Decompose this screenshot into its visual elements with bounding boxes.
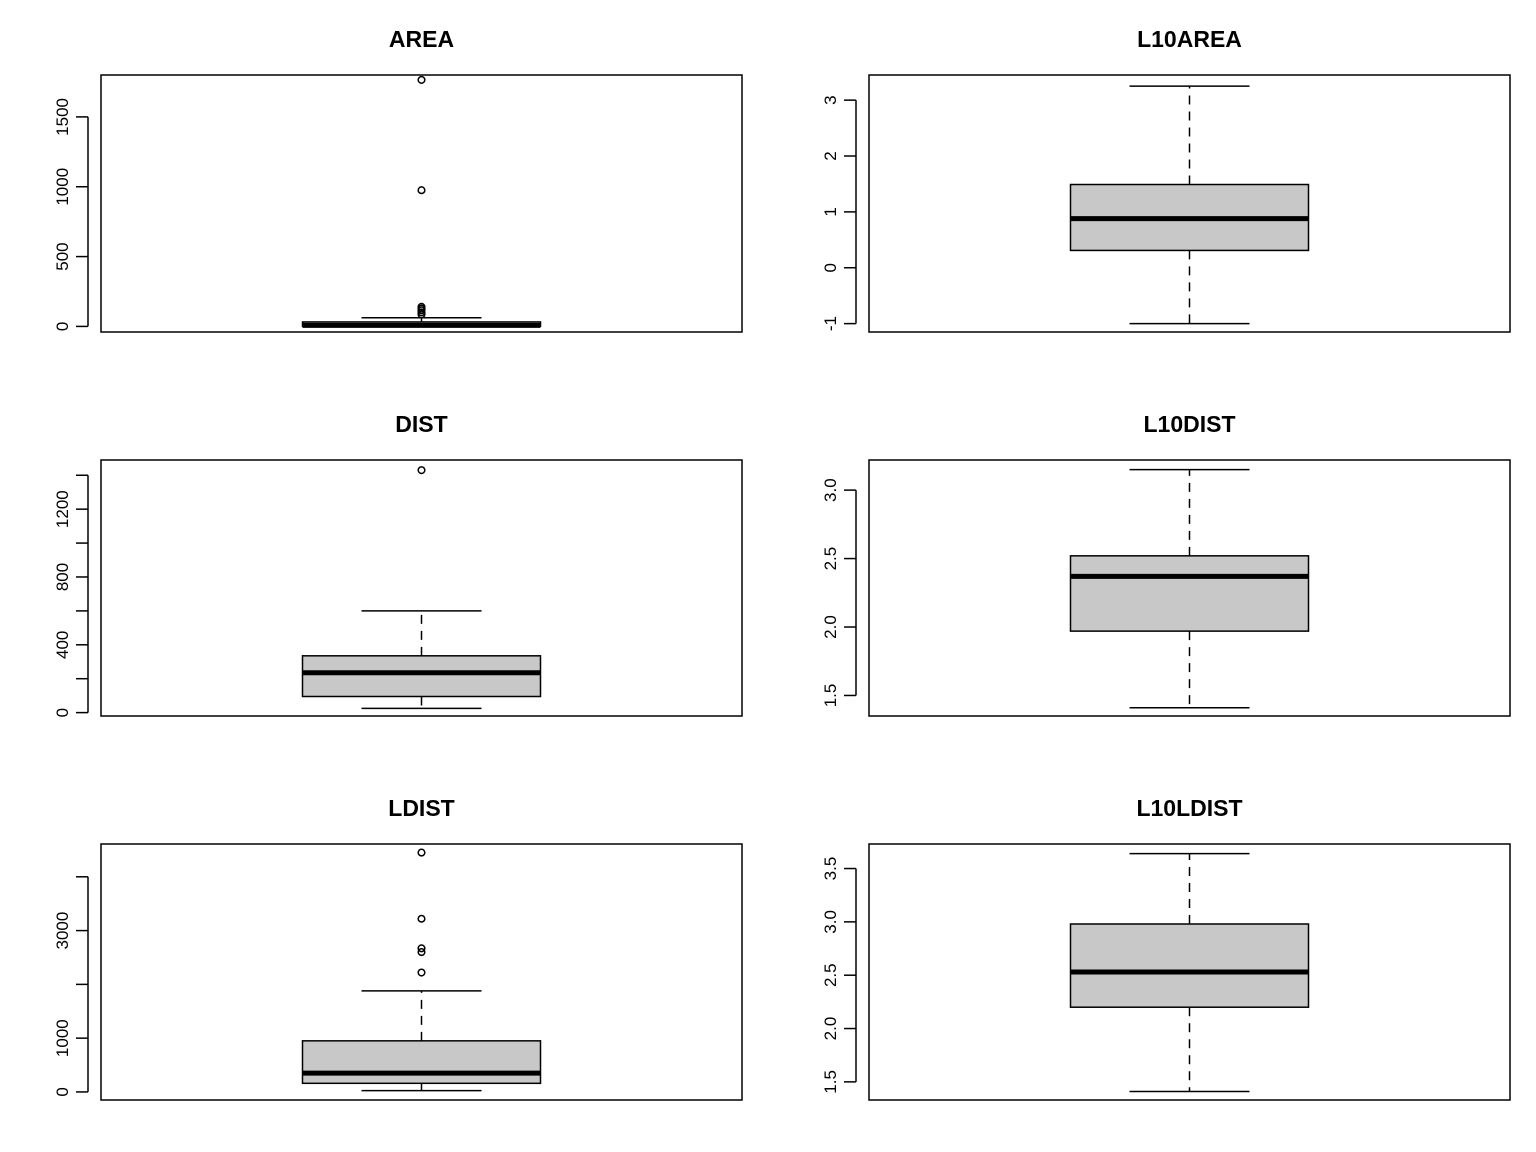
boxplot-panel-l10dist: L10DIST 1.5 2.0 2.5 3.0 — [821, 411, 1511, 717]
y-tick-label: 2.5 — [821, 547, 840, 571]
plot-frame — [868, 459, 1511, 717]
y-tick-label: 3 — [821, 95, 840, 104]
plot-frame — [100, 74, 743, 333]
y-tick-label: 1200 — [53, 490, 72, 528]
outlier-point — [417, 302, 426, 311]
y-tick-label: 500 — [53, 242, 72, 270]
boxplot-panel-area: AREA 0 500 1000 1500 — [53, 26, 743, 333]
outlier-point — [417, 968, 426, 977]
y-tick-label: 400 — [53, 631, 72, 659]
panel-title: L10DIST — [1143, 411, 1235, 437]
y-tick-label: 3.5 — [821, 857, 840, 881]
y-tick-label: 2.5 — [821, 963, 840, 987]
panel-title: LDIST — [388, 795, 454, 821]
y-tick-label: 800 — [53, 563, 72, 591]
outlier-point — [417, 944, 426, 953]
plot-frame — [868, 74, 1511, 333]
y-tick-label: 2.0 — [821, 1017, 840, 1041]
panel-title: L10AREA — [1137, 26, 1242, 52]
y-tick-label: 1500 — [53, 98, 72, 136]
y-tick-label: 1 — [821, 207, 840, 216]
plot-frame — [100, 459, 743, 717]
interquartile-box — [301, 655, 542, 698]
boxplot-panel-dist: DIST 0 400 800 1200 — [53, 411, 743, 717]
y-tick-label: 1000 — [53, 168, 72, 206]
y-tick-label: -1 — [821, 316, 840, 331]
plot-frame — [868, 843, 1511, 1101]
boxplot-panel-l10area: L10AREA -1 0 1 2 3 — [821, 26, 1511, 333]
y-tick-label: 3.0 — [821, 478, 840, 502]
panel-title: AREA — [389, 26, 454, 52]
outlier-point — [417, 848, 426, 857]
y-tick-label: 2 — [821, 151, 840, 160]
outlier-point — [417, 948, 426, 957]
outlier-point — [417, 75, 426, 84]
boxplot-panel-ldist: LDIST 0 1000 3000 — [53, 795, 743, 1101]
y-tick-label: 1000 — [53, 1019, 72, 1057]
outlier-point — [417, 186, 426, 195]
y-tick-label: 0 — [53, 1087, 72, 1096]
interquartile-box — [1069, 923, 1310, 1008]
y-tick-label: 2.0 — [821, 615, 840, 639]
y-tick-label: 1.5 — [821, 1070, 840, 1094]
boxplot-panel-l10ldist: L10LDIST 1.5 2.0 2.5 3.0 3.5 — [821, 795, 1511, 1101]
y-tick-label: 1.5 — [821, 684, 840, 708]
y-tick-label: 3000 — [53, 912, 72, 950]
interquartile-box — [1069, 555, 1310, 632]
outlier-point — [417, 914, 426, 923]
plot-frame — [100, 843, 743, 1101]
panel-title: DIST — [395, 411, 447, 437]
y-tick-label: 0 — [821, 263, 840, 272]
outlier-point — [417, 466, 426, 475]
panel-title: L10LDIST — [1136, 795, 1242, 821]
interquartile-box — [301, 1040, 542, 1085]
y-tick-label: 0 — [53, 708, 72, 717]
y-tick-label: 0 — [53, 322, 72, 331]
y-tick-label: 3.0 — [821, 910, 840, 934]
